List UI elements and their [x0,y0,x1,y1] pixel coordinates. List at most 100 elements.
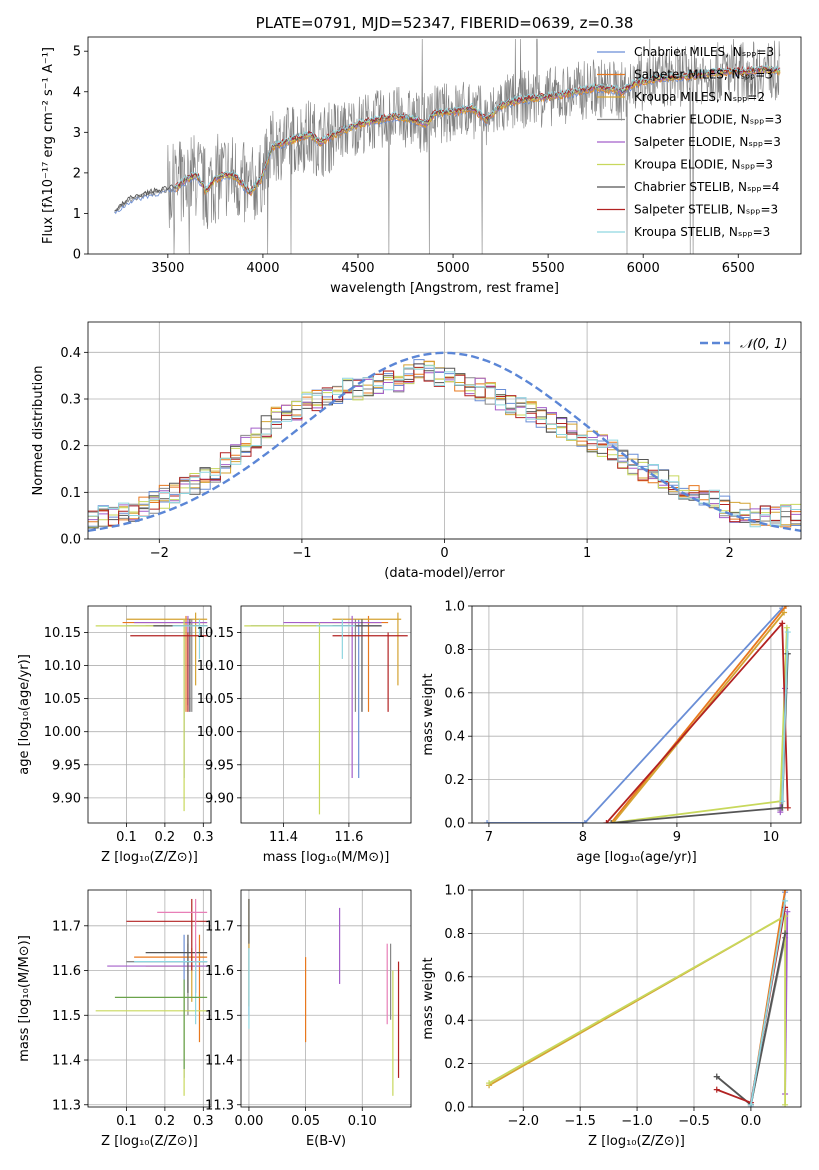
y-tick-label: 10.00 [197,725,234,740]
x-tick-label: 11.6 [334,830,363,845]
y-tick-label: 0.0 [444,817,465,832]
y-tick-label: 3 [73,126,81,141]
weight-line [611,653,789,823]
x-tick-label: −1 [292,546,311,561]
y-tick-label: 0.2 [60,439,81,454]
x-tick-label: 6000 [627,261,660,276]
weight-marker [486,1080,493,1087]
axes-spectrum: 3500 4000 4500 5000 5500 6000 6500 0 1 2 3 4 5 wavele… [41,14,802,296]
y-tick-label: 4 [73,85,81,100]
x-axis-label: mass [log₁₀(M/M⊙)] [263,850,390,865]
x-tick-label: 0 [440,546,448,561]
y-tick-label: 11.5 [52,1009,81,1024]
y-tick-label: 11.3 [205,1098,234,1113]
weight-marker [782,890,789,893]
plot-area-mass_vs_Z [95,898,208,1096]
y-tick-label: 11.5 [205,1009,234,1024]
weight-marker [783,624,790,631]
y-tick-label: 0.1 [60,486,81,501]
x-tick-label: 0.3 [193,830,214,845]
x-tick-label: 6500 [722,261,755,276]
axes-mass_vs_EBV: 0.00 0.05 0.10 11.3 11.4 11.5 11.6 11.7 E(B-V) [205,889,412,1149]
x-tick-label: 0.3 [193,1114,214,1129]
weight-marker [779,798,786,805]
weight-line [610,606,787,823]
x-axis-label: (data-model)/error [384,566,505,581]
weight-marker [713,1086,720,1093]
plot-area-residuals [88,351,801,532]
x-tick-label: 4000 [246,261,279,276]
weight-line [487,607,783,823]
plot-area-spectrum [114,38,781,254]
y-tick-label: 11.4 [52,1054,81,1069]
x-tick-label: 7 [485,830,493,845]
y-tick-label: 9.95 [52,758,81,773]
y-tick-label: 9.90 [205,791,234,806]
x-axis-label: E(B-V) [306,1134,346,1149]
x-axis-label: Z [log₁₀(Z/Z⊙)] [101,1134,198,1149]
y-tick-label: 0.4 [444,730,465,745]
axes-residuals: −2 −1 0 1 2 0.0 0.1 0.2 0.3 0.4 (data-model)/error… [31,321,802,581]
model-spectrum-line [175,64,781,193]
y-tick-label: 11.7 [205,919,234,934]
weight-marker [779,804,786,811]
y-tick-label: 1.0 [444,600,465,615]
axes-weight_vs_Z: −2.0 −1.5 −1.0 −0.5 0.0 0.0 0.2 0.4 0.6 0.8 1.0 Z [… [421,884,802,1149]
y-tick-label: 10.05 [44,692,81,707]
plot-area-weight_vs_Z [486,890,791,1107]
observed-spectrum-line [114,38,781,254]
x-tick-label: 4500 [341,261,374,276]
weight-marker [782,897,789,904]
axes-frame [87,889,212,1108]
x-tick-label: 0.2 [155,830,176,845]
weight-line [605,621,789,823]
x-tick-label: −1.0 [621,1114,653,1129]
histogram-step [88,365,801,528]
y-axis-label: age [log₁₀(age/yr)] [17,654,32,775]
legend-entry: Salpeter ELODIE, Nₛₚₚ=3 [634,135,781,149]
weight-marker [603,820,610,823]
y-tick-label: 10.05 [197,692,234,707]
x-tick-label: 10 [763,830,780,845]
x-tick-label: −1.5 [564,1114,596,1129]
weight-marker [777,809,784,816]
y-tick-label: 10.15 [44,626,81,641]
x-tick-label: −2.0 [507,1114,539,1129]
x-tick-label: 2 [726,546,734,561]
x-tick-label: 0.0 [741,1114,762,1129]
y-tick-label: 10.10 [197,659,234,674]
legend-entry: Kroupa MILES, Nₛₚₚ=2 [634,90,765,104]
weight-marker [782,606,789,609]
y-tick-label: 1 [73,207,81,222]
y-tick-label: 0.8 [444,643,465,658]
y-tick-label: 0 [73,248,81,263]
y-tick-label: 0.0 [60,533,81,548]
y-tick-label: 0.6 [444,686,465,701]
y-tick-label: 0.3 [60,393,81,408]
legend-entry: 𝒩(0, 1) [740,337,787,352]
y-tick-label: 5 [73,45,81,60]
y-tick-label: 11.4 [205,1054,234,1069]
axes-frame [87,321,802,540]
y-axis-label: Normed distribution [31,366,46,496]
y-tick-label: 0.2 [444,773,465,788]
y-tick-label: 10.10 [44,659,81,674]
axes-age_vs_Z: 0.1 0.2 0.3 9.90 9.95 10.00 10.05 10.10 10.15 Z [… [17,605,214,865]
x-tick-label: 5000 [437,261,470,276]
y-tick-label: 0.8 [444,927,465,942]
legend-entry: Chabrier STELIB, Nₛₚₚ=4 [634,180,779,194]
weight-marker [781,609,788,616]
y-axis-label: mass weight [421,957,436,1039]
y-axis-label: Flux [fλ10⁻¹⁷ erg cm⁻² s⁻¹ A⁻¹] [41,47,56,244]
x-tick-label: 0.2 [155,1114,176,1129]
y-tick-label: 11.3 [52,1098,81,1113]
y-tick-label: 2 [73,166,81,181]
axes-age_vs_mass: 11.4 11.6 9.90 9.95 10.00 10.05 10.10 10.15 mass… [197,605,412,865]
x-axis-label: wavelength [Angstrom, rest frame] [330,281,559,296]
axes-frame [87,36,802,255]
y-tick-label: 10.00 [44,725,81,740]
weight-marker [581,820,588,823]
weight-marker [779,620,786,627]
weight-marker [784,629,791,636]
